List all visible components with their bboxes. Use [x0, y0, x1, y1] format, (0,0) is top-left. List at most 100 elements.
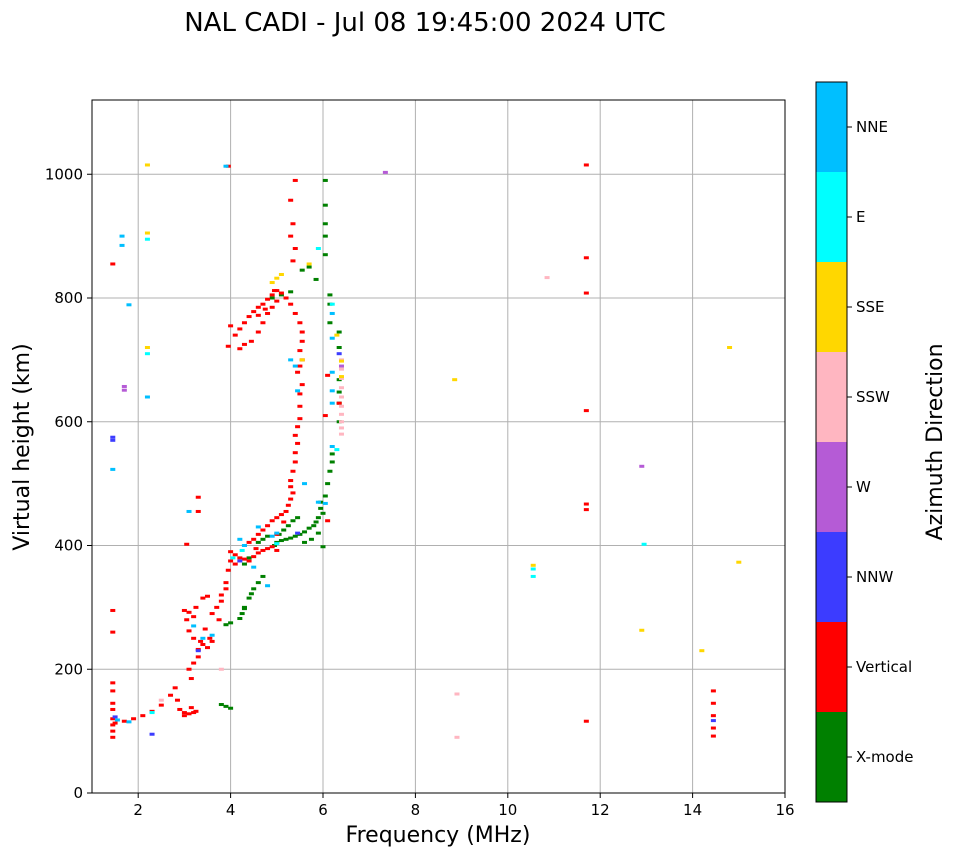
- y-tick-label: 1000: [45, 165, 83, 183]
- y-tick-label: 800: [54, 289, 83, 307]
- data-point-vertical: [241, 321, 247, 325]
- data-point-nnw: [110, 438, 116, 442]
- x-axis-label: Frequency (MHz): [346, 823, 531, 848]
- data-point-vertical: [191, 661, 197, 665]
- data-point-vertical: [214, 605, 220, 609]
- data-point-x-mode: [329, 452, 335, 456]
- data-point-vertical: [710, 689, 716, 693]
- x-tick-label: 8: [411, 801, 421, 819]
- data-point-vertical: [232, 333, 238, 337]
- data-point-ssw: [338, 412, 344, 416]
- data-point-x-mode: [290, 519, 296, 523]
- data-point-x-mode: [269, 296, 275, 300]
- data-point-x-mode: [283, 537, 289, 541]
- data-point-vertical: [186, 712, 192, 716]
- data-points: [110, 163, 742, 739]
- data-point-vertical: [186, 667, 192, 671]
- data-point-vertical: [181, 714, 187, 718]
- x-tick-label: 14: [683, 801, 702, 819]
- colorbar-label: Azimuth Direction: [923, 343, 948, 540]
- data-point-x-mode: [278, 293, 284, 297]
- data-point-sse: [452, 378, 458, 382]
- data-point-nnw: [237, 559, 243, 563]
- colorbar-segment: [816, 172, 847, 262]
- data-point-nne: [302, 482, 308, 486]
- x-tick-label: 12: [591, 801, 610, 819]
- data-point-vertical: [295, 441, 301, 445]
- colorbar-segment: [816, 532, 847, 622]
- data-point-sse: [338, 359, 344, 363]
- data-point-x-mode: [218, 703, 224, 707]
- data-point-vertical: [274, 299, 280, 303]
- data-point-vertical: [246, 559, 252, 563]
- data-point-nne: [322, 501, 328, 505]
- data-point-vertical: [260, 548, 266, 552]
- data-point-vertical: [288, 479, 294, 483]
- data-point-vertical: [265, 311, 271, 315]
- data-point-nne: [329, 370, 335, 374]
- data-point-vertical: [583, 256, 589, 260]
- data-point-vertical: [110, 707, 116, 711]
- data-point-vertical: [216, 618, 222, 622]
- data-point-vertical: [265, 297, 271, 301]
- data-point-x-mode: [255, 540, 261, 544]
- data-point-x-mode: [228, 621, 234, 625]
- data-point-vertical: [255, 532, 261, 536]
- data-point-vertical: [207, 636, 213, 640]
- data-point-x-mode: [285, 524, 291, 528]
- colorbar-segment: [816, 262, 847, 352]
- data-point-x-mode: [311, 524, 317, 528]
- data-point-vertical: [110, 262, 116, 266]
- data-point-vertical: [140, 714, 146, 718]
- data-point-x-mode: [306, 526, 312, 530]
- data-point-vertical: [260, 321, 266, 325]
- data-point-vertical: [265, 547, 271, 551]
- data-point-e: [149, 711, 155, 715]
- data-point-ssw: [338, 376, 344, 380]
- data-point-vertical: [184, 542, 190, 546]
- data-point-vertical: [299, 339, 305, 343]
- data-point-x-mode: [322, 203, 328, 207]
- data-point-x-mode: [313, 520, 319, 524]
- data-point-vertical: [297, 392, 303, 396]
- data-point-sse: [736, 560, 742, 564]
- data-point-sse: [334, 333, 340, 337]
- data-point-vertical: [292, 451, 298, 455]
- data-point-vertical: [299, 383, 305, 387]
- data-point-vertical: [292, 178, 298, 182]
- colorbar-segment: [816, 82, 847, 172]
- data-point-vertical: [195, 655, 201, 659]
- data-point-vertical: [112, 721, 118, 725]
- y-axis-ticks: 0 200 400 600 800 1000: [45, 165, 92, 802]
- data-point-sse: [269, 281, 275, 285]
- colorbar-frame: [815, 81, 848, 803]
- data-point-vertical: [110, 681, 116, 685]
- data-point-nne: [269, 534, 275, 538]
- data-point-sse: [278, 272, 284, 276]
- data-point-x-mode: [223, 704, 229, 708]
- y-tick-label: 600: [54, 413, 83, 431]
- data-point-vertical: [255, 551, 261, 555]
- data-point-sse: [144, 163, 150, 167]
- data-point-x-mode: [320, 545, 326, 549]
- data-point-vertical: [158, 703, 164, 707]
- data-point-ssw: [218, 667, 224, 671]
- data-point-x-mode: [241, 562, 247, 566]
- data-point-vertical: [274, 516, 280, 520]
- data-point-x-mode: [265, 534, 271, 538]
- data-point-vertical: [265, 524, 271, 528]
- data-point-vertical: [295, 425, 301, 429]
- data-point-nne: [251, 565, 257, 569]
- data-point-vertical: [228, 550, 234, 554]
- data-point-vertical: [205, 594, 210, 598]
- data-point-vertical: [325, 519, 331, 523]
- data-point-vertical: [583, 409, 589, 413]
- data-point-vertical: [181, 711, 187, 715]
- data-point-nne: [329, 445, 335, 448]
- data-point-vertical: [255, 313, 261, 317]
- data-point-nne: [126, 720, 132, 724]
- data-point-vertical: [285, 503, 291, 507]
- data-point-ssw: [454, 735, 460, 739]
- data-point-nne: [119, 243, 125, 247]
- data-point-x-mode: [327, 293, 333, 297]
